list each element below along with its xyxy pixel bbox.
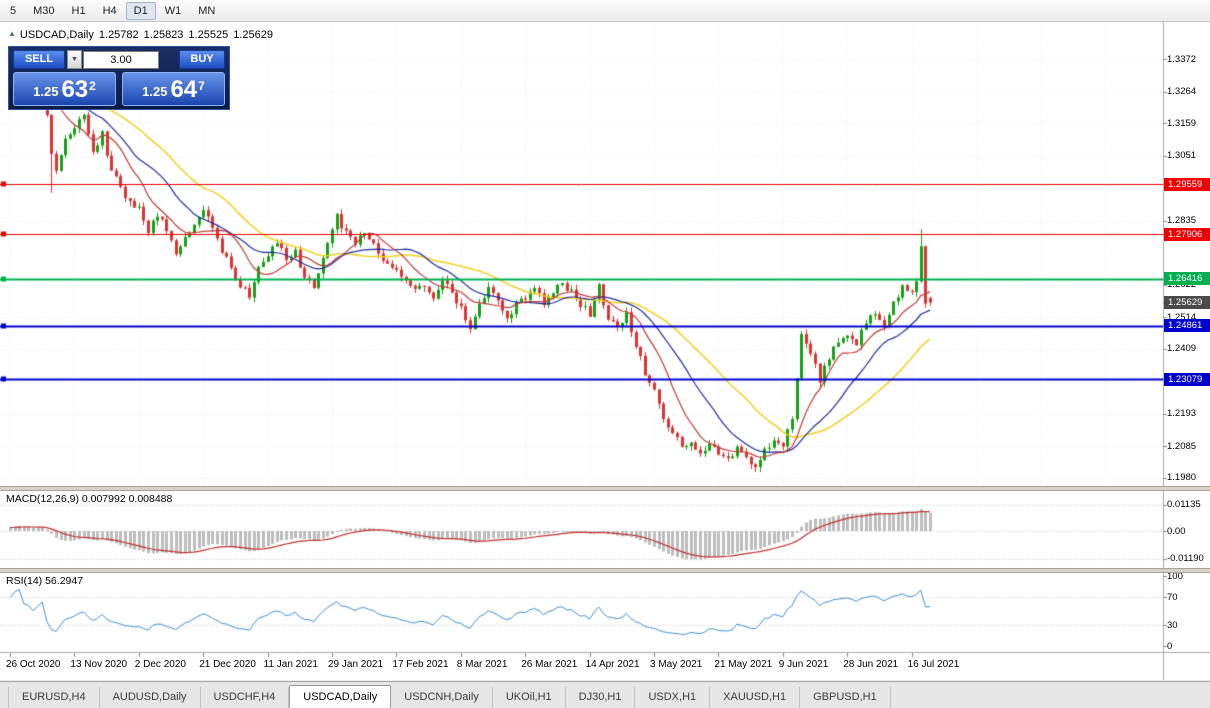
price-tag-1-24861: 1.24861 bbox=[1164, 319, 1210, 333]
price-axis-label: 1.2835 bbox=[1167, 215, 1197, 227]
chart-tab-bar: EURUSD,H4 AUDUSD,Daily USDCHF,H4 USDCAD,Dai… bbox=[0, 681, 1210, 708]
chart-tab-usdcnh-daily[interactable]: USDCNH,Daily bbox=[391, 687, 493, 708]
date-axis-label: 9 Jun 2021 bbox=[778, 659, 829, 670]
pane-divider[interactable] bbox=[0, 486, 1210, 491]
rsi-axis-label: 70 bbox=[1167, 591, 1178, 603]
chart-tab-usdx-h1[interactable]: USDX,H1 bbox=[635, 687, 711, 708]
collapse-panel-icon[interactable]: ▲ bbox=[8, 29, 16, 38]
price-open: 1.25782 bbox=[98, 29, 139, 41]
date-axis-label: 26 Oct 2020 bbox=[6, 659, 61, 670]
price-axis-label: 1.3051 bbox=[1167, 150, 1197, 162]
macd-axis-label: 0.01135 bbox=[1167, 499, 1201, 511]
date-axis-label: 11 Jan 2021 bbox=[263, 659, 318, 670]
timeframe-button-h1[interactable]: H1 bbox=[71, 4, 86, 17]
price-tag-1-23079: 1.23079 bbox=[1164, 372, 1210, 386]
chart-tab-eurusd-h4[interactable]: EURUSD,H4 bbox=[8, 687, 100, 708]
date-axis-label: 21 Dec 2020 bbox=[199, 659, 256, 670]
price-high: 1.25823 bbox=[143, 29, 184, 41]
chart-area: ▲ USDCAD,Daily 1.25782 1.25823 1.25525 1.2562… bbox=[0, 22, 1210, 680]
chevron-down-icon: ▼ bbox=[71, 56, 78, 63]
price-axis-label: 1.1980 bbox=[1167, 472, 1197, 484]
date-axis-label: 3 May 2021 bbox=[650, 659, 703, 670]
price-axis-label: 1.3372 bbox=[1167, 53, 1197, 65]
buy-button[interactable]: BUY bbox=[179, 50, 225, 69]
macd-axis-label: 0.00 bbox=[1167, 525, 1186, 537]
date-axis-label: 16 Jul 2021 bbox=[907, 659, 960, 670]
rsi-axis-label: 30 bbox=[1167, 619, 1178, 631]
sell-price-pips: 63 bbox=[61, 76, 89, 103]
pane-divider[interactable] bbox=[0, 568, 1210, 573]
macd-axis-label: -0.01190 bbox=[1167, 553, 1204, 565]
price-tag-1-27906: 1.27906 bbox=[1164, 227, 1210, 241]
sell-price-display[interactable]: 1.25 63 2 bbox=[13, 72, 116, 106]
date-axis-label: 29 Jan 2021 bbox=[328, 659, 384, 670]
price-tag-1-25629: 1.25629 bbox=[1164, 296, 1210, 310]
buy-price-display[interactable]: 1.25 64 7 bbox=[122, 72, 225, 106]
date-axis-label: 14 Apr 2021 bbox=[585, 659, 640, 670]
timeframe-button-m30[interactable]: M30 bbox=[33, 4, 55, 17]
price-chart-canvas[interactable] bbox=[0, 22, 1210, 680]
volume-dropdown-button[interactable]: ▼ bbox=[67, 50, 82, 69]
macd-indicator-label: MACD(12,26,9) 0.007992 0.008488 bbox=[6, 493, 173, 505]
price-axis-label: 1.2085 bbox=[1167, 440, 1197, 452]
price-axis-label: 1.2514 bbox=[1167, 311, 1197, 323]
timeframe-button-d1[interactable]: D1 bbox=[125, 1, 156, 20]
date-axis-label: 17 Feb 2021 bbox=[392, 659, 449, 670]
price-axis-label: 1.3159 bbox=[1167, 117, 1197, 129]
volume-input[interactable] bbox=[83, 50, 159, 69]
date-axis-label: 2 Dec 2020 bbox=[134, 659, 186, 670]
rsi-axis-label: 0 bbox=[1167, 640, 1173, 652]
buy-price-pips: 64 bbox=[170, 76, 198, 103]
timeframe-button-h4[interactable]: H4 bbox=[102, 4, 117, 17]
price-axis-label: 1.3264 bbox=[1167, 86, 1197, 97]
date-axis-label: 21 May 2021 bbox=[714, 659, 773, 670]
date-axis-label: 8 Mar 2021 bbox=[456, 659, 508, 670]
timeframe-button-5[interactable]: 5 bbox=[10, 4, 17, 17]
chart-ohlc-header: ▲ USDCAD,Daily 1.25782 1.25823 1.25525 1.2562… bbox=[8, 29, 273, 41]
price-axis-label: 1.2193 bbox=[1167, 408, 1197, 420]
chart-tab-usdcad-daily[interactable]: USDCAD,Daily bbox=[289, 685, 392, 708]
chart-tab-audusd-daily[interactable]: AUDUSD,Daily bbox=[100, 687, 201, 708]
rsi-axis-label: 100 bbox=[1167, 570, 1183, 582]
price-tag-1-26416: 1.26416 bbox=[1164, 272, 1210, 286]
chart-tab-usdchf-h4[interactable]: USDCHF,H4 bbox=[201, 687, 290, 708]
sell-price-pipette: 2 bbox=[89, 79, 96, 93]
date-axis-label: 28 Jun 2021 bbox=[843, 659, 899, 670]
chart-symbol: USDCAD,Daily bbox=[19, 29, 94, 41]
chart-tab-xauusd-h1[interactable]: XAUUSD,H1 bbox=[710, 687, 801, 708]
price-close: 1.25629 bbox=[233, 29, 273, 41]
price-axis-label: 1.2409 bbox=[1167, 343, 1197, 355]
date-axis-label: 13 Nov 2020 bbox=[70, 659, 128, 670]
sell-price-base: 1.25 bbox=[33, 84, 59, 99]
chart-tab-gbpusd-h1[interactable]: GBPUSD,H1 bbox=[800, 687, 891, 708]
date-axis-label: 26 Mar 2021 bbox=[521, 659, 578, 670]
sell-button[interactable]: SELL bbox=[13, 50, 65, 69]
price-tag-1-29559: 1.29559 bbox=[1164, 177, 1210, 191]
timeframe-toolbar: 5 M30 H1 H4 D1 W1 MN bbox=[0, 0, 1210, 22]
timeframe-button-mn[interactable]: MN bbox=[198, 4, 216, 17]
price-low: 1.25525 bbox=[188, 29, 229, 41]
rsi-indicator-label: RSI(14) 56.2947 bbox=[6, 575, 84, 587]
timeframe-button-w1[interactable]: W1 bbox=[164, 4, 182, 17]
buy-price-base: 1.25 bbox=[142, 84, 168, 99]
chart-tab-ukoil-h1[interactable]: UKOil,H1 bbox=[493, 687, 566, 708]
buy-price-pipette: 7 bbox=[198, 79, 205, 93]
chart-tab-dj30-h1[interactable]: DJ30,H1 bbox=[566, 687, 636, 708]
